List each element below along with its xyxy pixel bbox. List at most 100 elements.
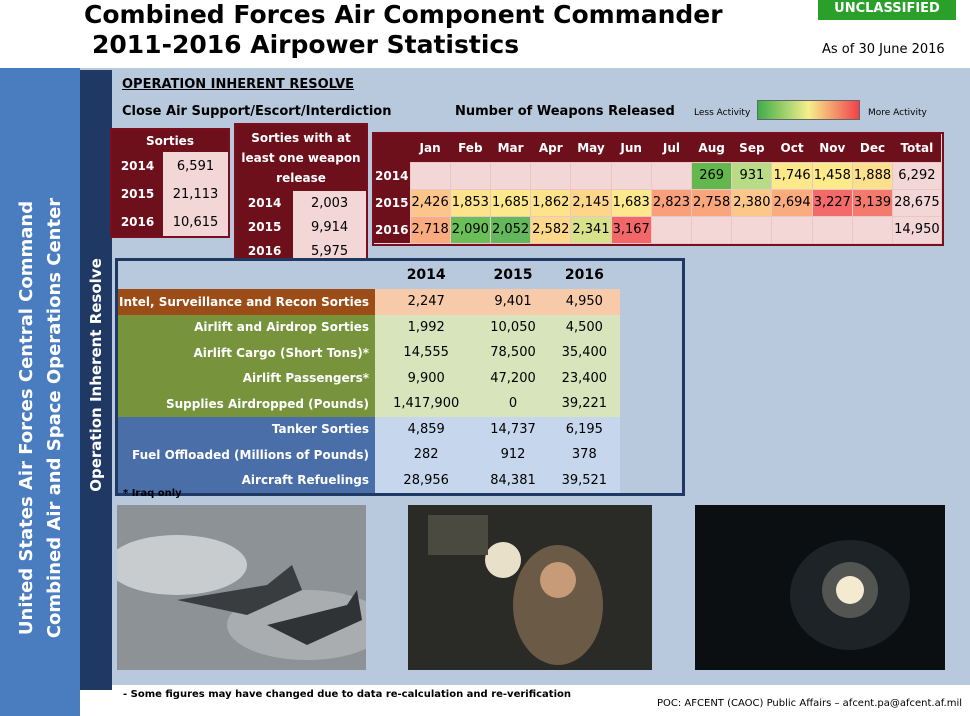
- spacer: [620, 468, 682, 494]
- stats-cell: 9,900: [375, 365, 478, 391]
- stats-cell: 1,417,900: [375, 391, 478, 417]
- stats-cell: 1,992: [375, 314, 478, 340]
- weapons-cell: [650, 161, 693, 190]
- title-line: 2011-2016 Airpower Statistics: [92, 30, 520, 59]
- spacer: [620, 289, 682, 315]
- photo: [117, 505, 366, 670]
- weapons-box: Jan Feb Mar Apr May Jun Jul Aug Sep Oct Nov Dec Tota…: [372, 132, 944, 246]
- month-header: Jun: [611, 134, 652, 162]
- value-cell: 10,615: [172, 214, 219, 230]
- box-table: 2014 2,003 2015 9,914 2016 5,975: [236, 191, 366, 263]
- month-header: Aug: [691, 134, 732, 162]
- weapons-cell: 2,694: [771, 188, 813, 217]
- weapons-title: Number of Weapons Released: [455, 104, 675, 119]
- year-cell: 2015: [236, 215, 294, 239]
- row-label: Intel, Surveillance and Recon Sorties: [118, 289, 375, 315]
- year-cell: 2016: [374, 216, 410, 243]
- stats-cell: 39,521: [548, 467, 620, 493]
- header-row: Jan Feb Mar Apr May Jun Jul Aug Sep Oct Nov Dec Tota…: [374, 134, 942, 162]
- side-bars: United States Air Forces Central Command…: [0, 68, 112, 716]
- stats-cell: 47,200: [477, 365, 549, 391]
- year-cell: 2014: [112, 152, 164, 180]
- weapons-cell: 931: [731, 161, 773, 190]
- spacer: [620, 391, 682, 417]
- row-label: Aircraft Refuelings: [118, 467, 375, 493]
- month-header: Feb: [450, 134, 491, 162]
- stats-cell: 6,195: [548, 416, 620, 442]
- photo: [408, 505, 652, 670]
- weapons-cell: [570, 161, 612, 190]
- stats-cell: 10,050: [477, 314, 549, 340]
- month-header: Nov: [812, 134, 853, 162]
- year-header: 2015: [493, 267, 533, 283]
- stats-row: Aircraft Refuelings 28,956 84,381 39,521: [118, 467, 682, 494]
- weapons-cell: [650, 215, 693, 244]
- stats-cell: 9,401: [477, 289, 549, 315]
- stats-note: * Iraq only: [123, 488, 182, 499]
- year-cell: 2014: [374, 162, 410, 189]
- month-header: Oct: [771, 134, 813, 162]
- weapons-cell: 2,758: [691, 188, 733, 217]
- weapons-cell: [691, 215, 733, 244]
- stats-cell: 84,381: [477, 467, 549, 493]
- stats-cell: 4,859: [375, 416, 478, 442]
- value-cell: 9,914: [310, 219, 349, 235]
- spacer: [620, 366, 682, 392]
- stats-row: Airlift Passengers* 9,900 47,200 23,400: [118, 365, 682, 392]
- stats-box: 2014 2015 2016 Intel, Surveillance and Reco…: [115, 258, 685, 496]
- weapons-cell: 2,341: [570, 215, 612, 244]
- month-header: Jan: [410, 134, 451, 162]
- value-cell: 21,113: [172, 186, 219, 202]
- row-label: Supplies Airdropped (Pounds): [118, 391, 375, 417]
- weapons-cell: 2,380: [731, 188, 773, 217]
- weapons-row: 2015 2,426 1,853 1,685 1,862 2,145 1,683 2,823 2…: [374, 188, 942, 217]
- weapons-cell: 3,167: [610, 215, 652, 244]
- spacer: [620, 315, 682, 341]
- legend-high: More Activity: [868, 108, 927, 118]
- weapons-cell: 1,685: [489, 188, 532, 217]
- year-header: 2016: [564, 267, 604, 283]
- year-cell: 2014: [236, 191, 294, 215]
- spacer: [620, 340, 682, 366]
- weapons-cell: 1,862: [530, 188, 572, 217]
- stats-row: Airlift and Airdrop Sorties 1,992 10,050 4,…: [118, 314, 682, 341]
- stats-cell: 14,737: [477, 416, 549, 442]
- weapons-cell: [489, 161, 532, 190]
- weapons-cell: 2,426: [409, 188, 451, 217]
- year-cell: 2016: [112, 208, 164, 236]
- weapons-cell: 1,888: [851, 161, 894, 190]
- spacer: [620, 417, 682, 443]
- stats-cell: 0: [477, 391, 549, 417]
- weapons-cell: 1,458: [811, 161, 853, 190]
- row-label: Airlift and Airdrop Sorties: [118, 314, 375, 340]
- weapons-cell: [610, 161, 652, 190]
- weapons-cell: 2,090: [449, 215, 491, 244]
- weapons-cell: [851, 215, 894, 244]
- month-header: Mar: [490, 134, 531, 162]
- photo: [695, 505, 945, 670]
- row-label: Airlift Passengers*: [118, 365, 375, 391]
- stats-cell: 28,956: [375, 467, 478, 493]
- stats-cell: 4,500: [548, 314, 620, 340]
- weapons-cell: 1,746: [771, 161, 813, 190]
- weapons-cell: [811, 215, 853, 244]
- weapons-cell: 3,227: [811, 188, 853, 217]
- weapons-cell: [530, 161, 572, 190]
- legend-low: Less Activity: [694, 108, 751, 118]
- box-table: 2014 6,591 2015 21,113 2016 10,615: [112, 152, 228, 236]
- weapons-cell: 269: [691, 161, 733, 190]
- weapons-cell: 1,853: [449, 188, 491, 217]
- weapons-cell: 3,139: [851, 188, 894, 217]
- spacer: [620, 442, 682, 468]
- weapons-cell: [771, 215, 813, 244]
- year-cell: 2015: [374, 189, 410, 216]
- weapons-cell: 2,052: [489, 215, 532, 244]
- footer-note: - Some figures may have changed due to d…: [123, 689, 572, 700]
- weapons-cell: [731, 215, 773, 244]
- stats-row: Airlift Cargo (Short Tons)* 14,555 78,500 3…: [118, 340, 682, 366]
- weapons-row: 2014 269 931 1,746 1,458 1,888 6,292: [374, 161, 942, 190]
- month-header: Total: [892, 134, 942, 162]
- as-of: As of 30 June 2016: [822, 42, 945, 57]
- side-text: Combined Air and Space Operations Center: [44, 198, 65, 638]
